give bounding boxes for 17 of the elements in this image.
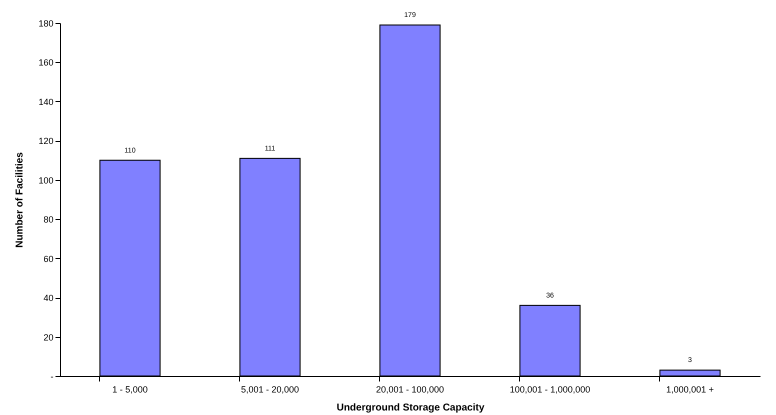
x-tick-label: 5,001 - 20,000	[240, 384, 300, 394]
y-tick-label: 120	[38, 136, 54, 146]
y-tick-label: 80	[43, 214, 54, 225]
y-tick-label: 40	[43, 293, 54, 304]
x-tick-label: 1,000,001 +	[666, 384, 714, 394]
y-tick-label: -	[50, 372, 54, 382]
x-tick-label: 100,001 - 1,000,000	[510, 384, 590, 394]
y-tick-label: 180	[38, 18, 54, 28]
x-tick-label: 1 - 5,000	[112, 384, 148, 394]
y-tick-label: 20	[43, 332, 54, 342]
y-tick-label: 60	[43, 254, 54, 264]
y-tick-label: 140	[38, 96, 54, 107]
y-axis-title: Number of Facilities	[14, 152, 26, 248]
y-tick-label: 160	[38, 58, 54, 68]
x-tick-label: 20,001 - 100,000	[376, 384, 444, 394]
y-tick-label: 100	[38, 175, 54, 186]
x-axis-title: Underground Storage Capacity	[336, 402, 485, 414]
